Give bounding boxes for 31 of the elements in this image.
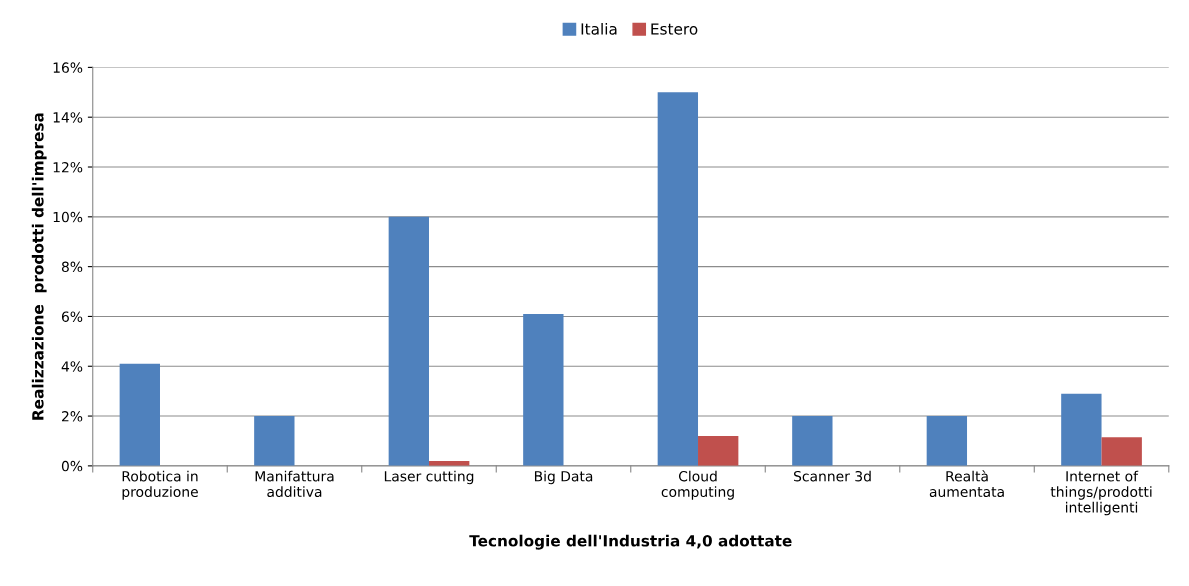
y-tick-label: 10%: [53, 211, 83, 223]
x-tick-label: Robotica in produzione: [122, 470, 198, 500]
bar: [792, 416, 833, 466]
bar: [254, 416, 295, 466]
y-tick-label: 0%: [61, 460, 83, 472]
x-tick-label: Realtà aumentata: [929, 470, 1004, 498]
bar: [523, 313, 564, 466]
x-tick-label: Cloud computing: [661, 470, 734, 500]
x-tick-label: Internet of things/prodotti intelligenti: [1050, 470, 1152, 516]
bar: [926, 416, 968, 466]
bar: [1061, 393, 1102, 466]
bar: [1101, 437, 1142, 466]
x-tick-label: Manifattura additiva: [255, 470, 334, 498]
y-tick-label: 2%: [62, 411, 83, 422]
y-tick-label: 12%: [53, 161, 83, 173]
bar: [119, 363, 160, 466]
bar: [657, 92, 699, 466]
y-tick-label: 16%: [53, 62, 83, 73]
bar: [698, 435, 739, 466]
y-tick-label: 4%: [61, 361, 83, 372]
y-tick-label: 14%: [53, 112, 83, 123]
y-tick-label: 6%: [61, 311, 83, 322]
x-tick-label: Big Data: [534, 470, 593, 485]
x-tick-label: Laser cutting: [384, 470, 474, 485]
y-tick-label: 8%: [61, 261, 83, 273]
y-axis-title: Realizzazione prodotti dell'impresa: [31, 113, 47, 420]
x-axis-title: Tecnologie dell'Industria 4,0 adottate: [469, 534, 792, 550]
legend-label: Estero: [651, 23, 698, 35]
x-tick-label: Scanner 3d: [793, 470, 871, 482]
legend-label: Italia: [581, 22, 617, 35]
bar: [388, 216, 430, 466]
